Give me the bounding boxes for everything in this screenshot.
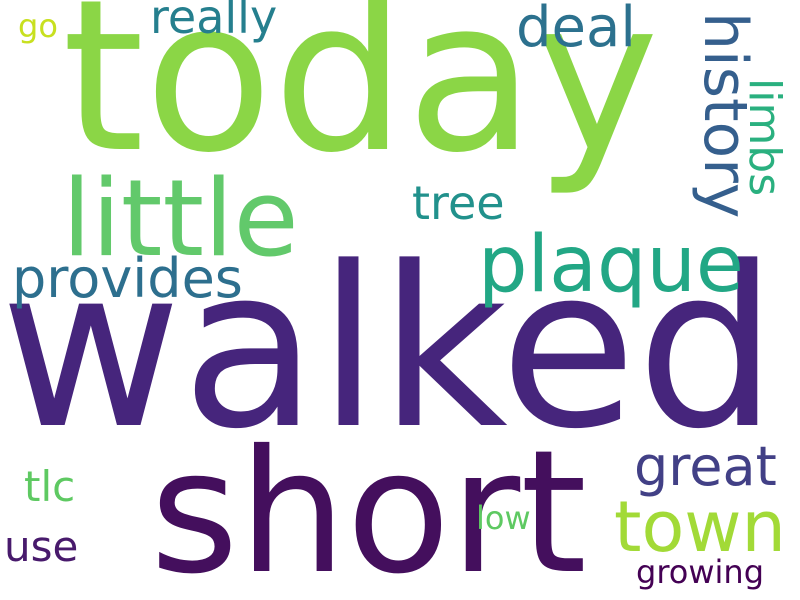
word-really: really — [150, 0, 278, 44]
word-today: today — [62, 0, 660, 199]
word-short: short — [150, 414, 587, 600]
word-limbs: limbs — [739, 78, 790, 197]
word-low: low — [476, 499, 531, 537]
word-little: little — [62, 157, 299, 280]
word-tlc: tlc — [24, 462, 76, 511]
word-walked: walked — [0, 220, 778, 478]
word-plaque: plaque — [478, 220, 744, 310]
word-town: town — [614, 486, 786, 568]
word-provides: provides — [12, 247, 243, 310]
word-growing: growing — [636, 553, 764, 591]
word-tree: tree — [412, 176, 505, 230]
word-deal: deal — [516, 0, 636, 60]
word-great: great — [634, 435, 777, 498]
word-history: history — [690, 12, 760, 219]
word-go: go — [18, 7, 58, 45]
word-use: use — [4, 522, 79, 571]
